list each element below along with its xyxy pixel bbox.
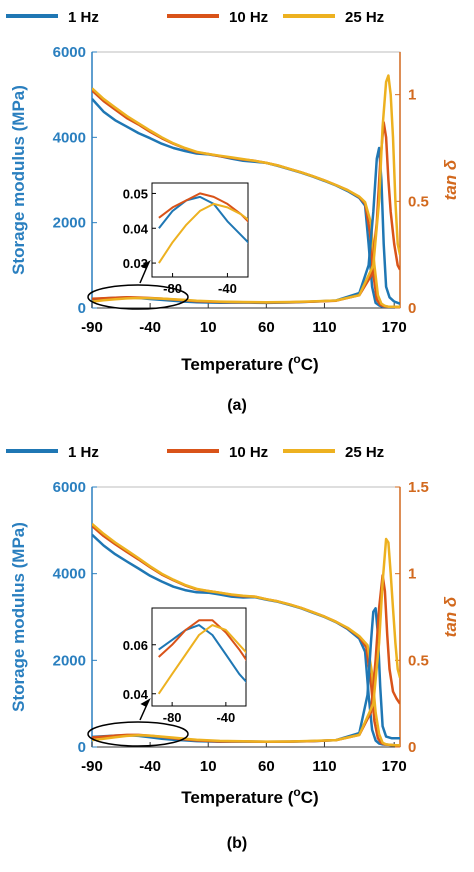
y-left-tick-label: 4000: [53, 566, 86, 583]
y-left-tick-label: 4000: [53, 129, 86, 146]
legend-label-2: 25 Hz: [345, 9, 384, 26]
inset-line-2: [157, 624, 246, 695]
inset-box: [151, 607, 247, 707]
inset-y-tick-label: 0.06: [123, 638, 148, 653]
y-right-axis-label: tan δ: [441, 159, 460, 200]
x-axis-label-main: Temperature (: [181, 788, 293, 807]
y-left-axis-label: Storage modulus (MPa): [9, 522, 28, 712]
chart-panel-a: 1 Hz 10 Hz 25 Hz-90 -40 10 60 110 1700200040006…: [6, 9, 460, 414]
tan-delta-line-2: [92, 74, 400, 304]
y-left-tick-label: 0: [78, 300, 86, 317]
inset-y-tick-label: 0.03: [123, 256, 148, 271]
x-tick-label: 60: [258, 319, 275, 336]
inset-line-0: [158, 624, 246, 683]
x-tick-label: 10: [200, 319, 217, 336]
x-tick-label: -40: [139, 758, 161, 775]
legend-label-0: 1 Hz: [68, 444, 99, 461]
x-axis-label-sup: o: [293, 352, 300, 366]
inset-curves: [157, 619, 246, 695]
inset: -80 -40 0.03 0.04 0.05: [123, 182, 249, 296]
x-tick-label: 170: [382, 758, 407, 775]
x-tick-label: 110: [312, 319, 336, 336]
inset-line-1: [158, 192, 248, 223]
x-tick-label: -90: [81, 319, 103, 336]
inset-x-tick-label: -80: [163, 710, 182, 725]
legend-label-2: 25 Hz: [345, 444, 384, 461]
x-tick-label: 10: [200, 758, 217, 775]
inset: -80 -40 0.04 0.06: [123, 607, 247, 725]
x-axis-label: Temperature (oC): [181, 785, 318, 807]
x-axis-label-main: Temperature (: [181, 355, 293, 374]
chart-panel-b: 1 Hz 10 Hz 25 Hz-90 -40 10 60 110 1700200040006…: [6, 444, 460, 852]
y-left-axis-label: Storage modulus (MPa): [9, 85, 28, 275]
curves: [92, 74, 400, 308]
inset-x-tick-label: -80: [163, 281, 182, 296]
inset-x-tick-label: -40: [218, 281, 237, 296]
y-right-tick-label: 0: [408, 739, 416, 756]
tan-delta-line-2: [92, 537, 400, 743]
y-left-tick-label: 2000: [53, 215, 86, 232]
subfigure-label: (a): [227, 397, 247, 414]
legend-label-0: 1 Hz: [68, 9, 99, 26]
y-left-tick-label: 2000: [53, 652, 86, 669]
y-right-tick-label: 1.5: [408, 479, 429, 496]
highlight-ellipse: [87, 284, 189, 310]
y-right-tick-label: 0.5: [408, 193, 429, 210]
x-axis-label-end: C): [301, 355, 319, 374]
inset-x-tick-label: -40: [216, 710, 235, 725]
inset-y-tick-label: 0.04: [123, 687, 149, 702]
x-tick-label: -40: [139, 319, 161, 336]
y-left-tick-label: 6000: [53, 479, 86, 496]
legend-label-1: 10 Hz: [229, 9, 268, 26]
x-axis-label-sup: o: [293, 785, 300, 799]
y-right-tick-label: 0.5: [408, 652, 429, 669]
x-axis-label: Temperature (oC): [181, 352, 318, 374]
x-axis-label-end: C): [301, 788, 319, 807]
x-tick-label: 170: [382, 319, 407, 336]
inset-curves: [158, 192, 248, 264]
legend-label-1: 10 Hz: [229, 444, 268, 461]
inset-y-tick-label: 0.05: [123, 186, 148, 201]
inset-y-tick-label: 0.04: [123, 221, 149, 236]
y-right-tick-label: 0: [408, 300, 416, 317]
storage-modulus-line-2: [92, 87, 400, 308]
inset-line-1: [158, 619, 246, 662]
storage-modulus-line-2: [92, 522, 400, 747]
highlight-ellipse: [87, 721, 189, 747]
inset-line-2: [158, 202, 248, 264]
inset-line-0: [158, 195, 248, 244]
y-right-axis-label: tan δ: [441, 596, 460, 637]
x-tick-label: -90: [81, 758, 103, 775]
y-right-tick-label: 1: [408, 87, 416, 104]
subfigure-label: (b): [227, 835, 247, 852]
inset-box: [151, 182, 249, 278]
x-tick-label: 110: [312, 758, 336, 775]
y-left-tick-label: 6000: [53, 44, 86, 61]
y-right-tick-label: 1: [408, 566, 416, 583]
arrow-head: [140, 260, 151, 270]
arrow-head: [140, 698, 151, 708]
y-left-tick-label: 0: [78, 739, 86, 756]
x-tick-label: 60: [258, 758, 275, 775]
curves: [92, 522, 400, 747]
